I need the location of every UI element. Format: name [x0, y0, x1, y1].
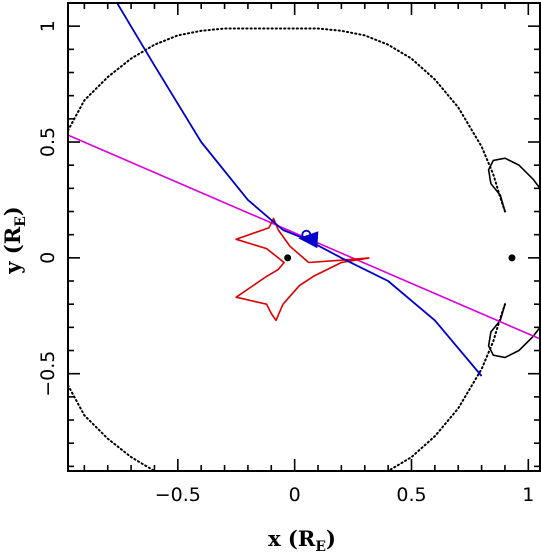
- caustic-curve: [235, 217, 370, 322]
- y-tick-label: 0: [37, 252, 59, 264]
- critical-curve-mirror-1: [68, 303, 506, 471]
- plot-frame: [67, 2, 541, 472]
- x-tick-label: 0.5: [396, 484, 426, 506]
- critical-curve-mirror-2: [487, 303, 540, 359]
- lens-point-2: [508, 254, 516, 262]
- curves-layer: [68, 3, 540, 471]
- tick-labels-layer: −0.5 0 0.5 1 −0.5 0 0.5 1: [37, 20, 534, 506]
- x-tick-label: 0: [289, 484, 301, 506]
- critical-curve-1: [68, 27, 506, 213]
- critical-curve-2: [487, 157, 540, 213]
- y-tick-label: −0.5: [37, 351, 59, 397]
- y-axis-label: y (RE): [0, 206, 29, 275]
- ticks-layer: [68, 2, 540, 471]
- x-axis-label: x (RE): [268, 526, 336, 555]
- y-tick-label: 0.5: [37, 127, 59, 157]
- lens-point-1: [284, 254, 292, 262]
- x-tick-label: −0.5: [155, 484, 201, 506]
- trajectory-curve: [116, 3, 483, 377]
- direction-arrow: [298, 231, 319, 249]
- y-tick-label: 1: [37, 20, 59, 32]
- x-tick-label: 1: [522, 484, 534, 506]
- markers-layer: [284, 229, 516, 262]
